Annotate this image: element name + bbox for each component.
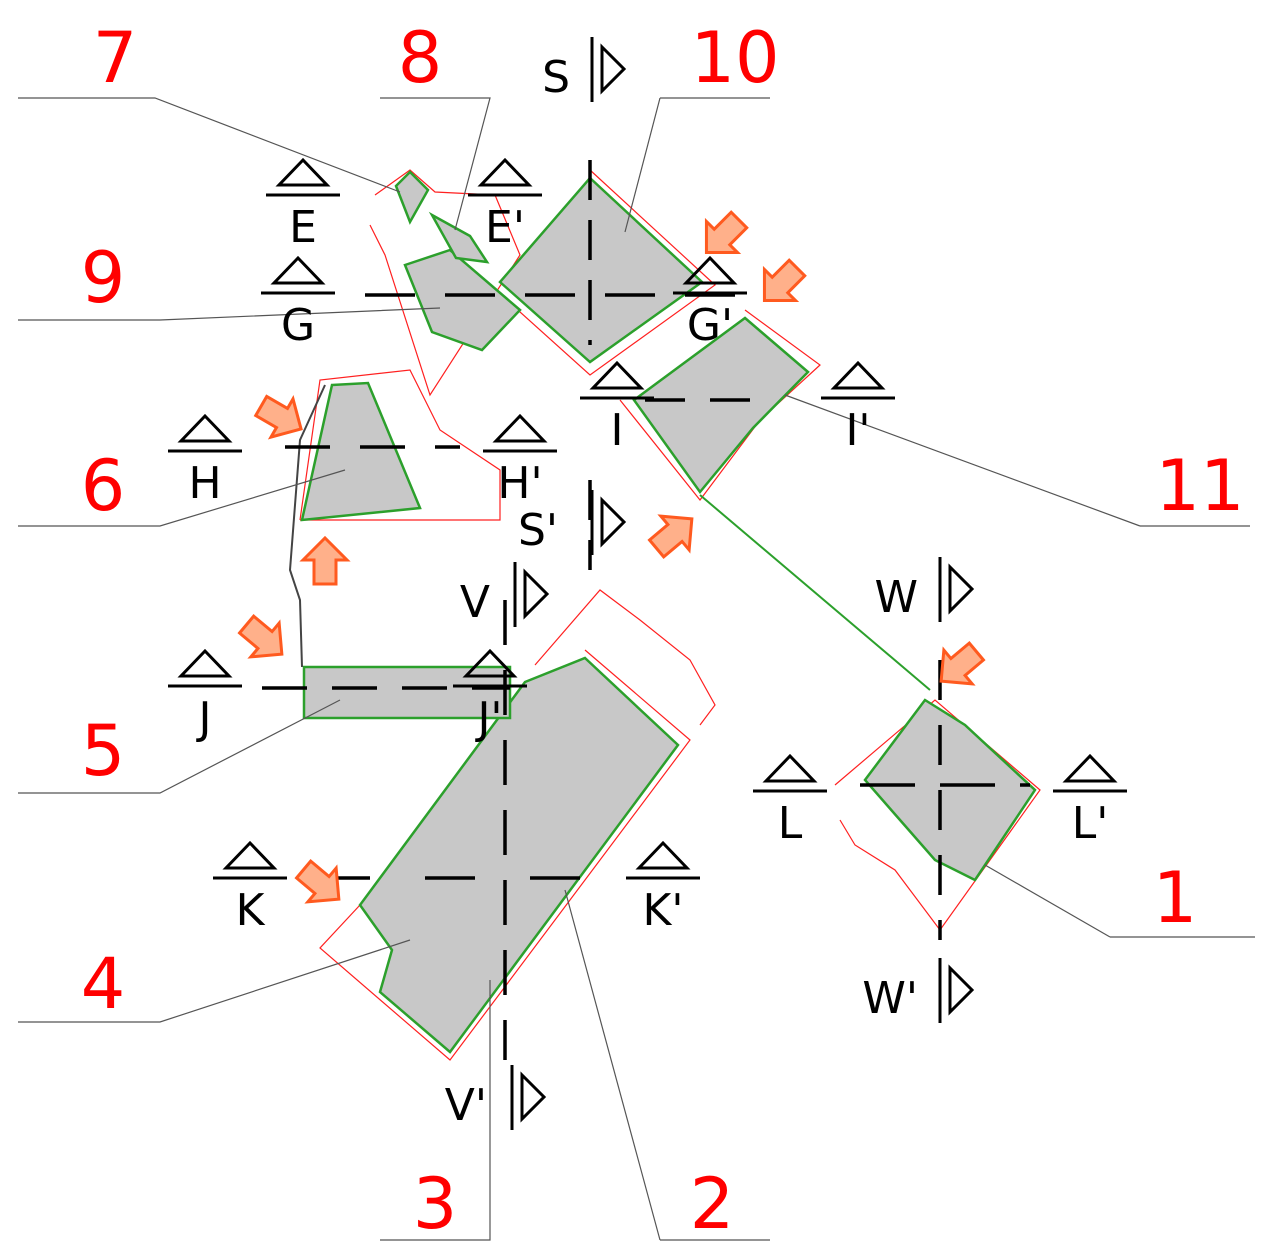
section-label: K' [643,885,684,936]
section-triangle [1066,756,1114,781]
section-triangle [834,363,882,388]
section-triangle [766,756,814,781]
view-triangle [602,47,624,91]
leader-line [18,940,410,1022]
section-triangle [639,843,687,868]
section-label: E' [485,202,525,253]
section-triangle [181,651,229,676]
leader-line [985,865,1110,937]
leader-line [18,98,400,192]
section-label: H' [497,458,542,509]
section-label: I [611,405,624,456]
zone-labels: 7 8 10 9 6 11 5 4 1 3 2 [18,17,1255,1245]
view-label: V' [445,1080,487,1131]
view-triangle [950,968,972,1012]
leader-line [18,700,340,793]
section-triangle [593,363,641,388]
view-triangle [522,1075,544,1119]
section-label: E [289,202,317,253]
site-plan: 7 8 10 9 6 11 5 4 1 3 2 E E' G G' I I' H H' J J' L L' K K' S S' V V'… [0,0,1273,1259]
view-label: V [460,577,490,628]
view-triangle [950,567,972,611]
view-triangle [602,500,624,544]
zone-label: 2 [690,1163,735,1245]
zone-label: 6 [81,445,126,527]
zone-label: 8 [398,17,443,99]
zone-label: 5 [81,710,126,792]
zone-label: 4 [81,943,126,1025]
view-label: W' [862,973,918,1024]
section-label: J' [474,693,502,744]
section-label: I' [845,405,870,456]
section-triangle [226,843,274,868]
zone-label: 10 [690,17,779,99]
section-triangle [279,160,327,185]
section-triangle [496,416,544,441]
view-label: S [542,52,570,103]
view-label: W [874,572,918,623]
zone-label: 9 [81,237,126,319]
section-label: H [188,458,221,509]
zone-label: 11 [1155,445,1244,527]
leader-line [380,98,490,230]
leader-line [625,98,660,232]
view-triangle [525,572,547,616]
zone-label: 1 [1153,857,1198,939]
section-triangle [481,160,529,185]
section-label: G' [687,300,733,351]
view-label: S' [518,505,558,556]
section-label: G [281,300,315,351]
section-triangle [274,258,322,283]
section-label: L' [1072,798,1109,849]
leader-line [565,890,660,1240]
section-label: K [236,885,266,936]
zone-label: 7 [93,17,138,99]
zone-label: 3 [413,1163,458,1245]
section-label: L [778,798,803,849]
section-label: J [196,693,212,744]
leader-line [785,395,1140,526]
section-triangle [181,416,229,441]
